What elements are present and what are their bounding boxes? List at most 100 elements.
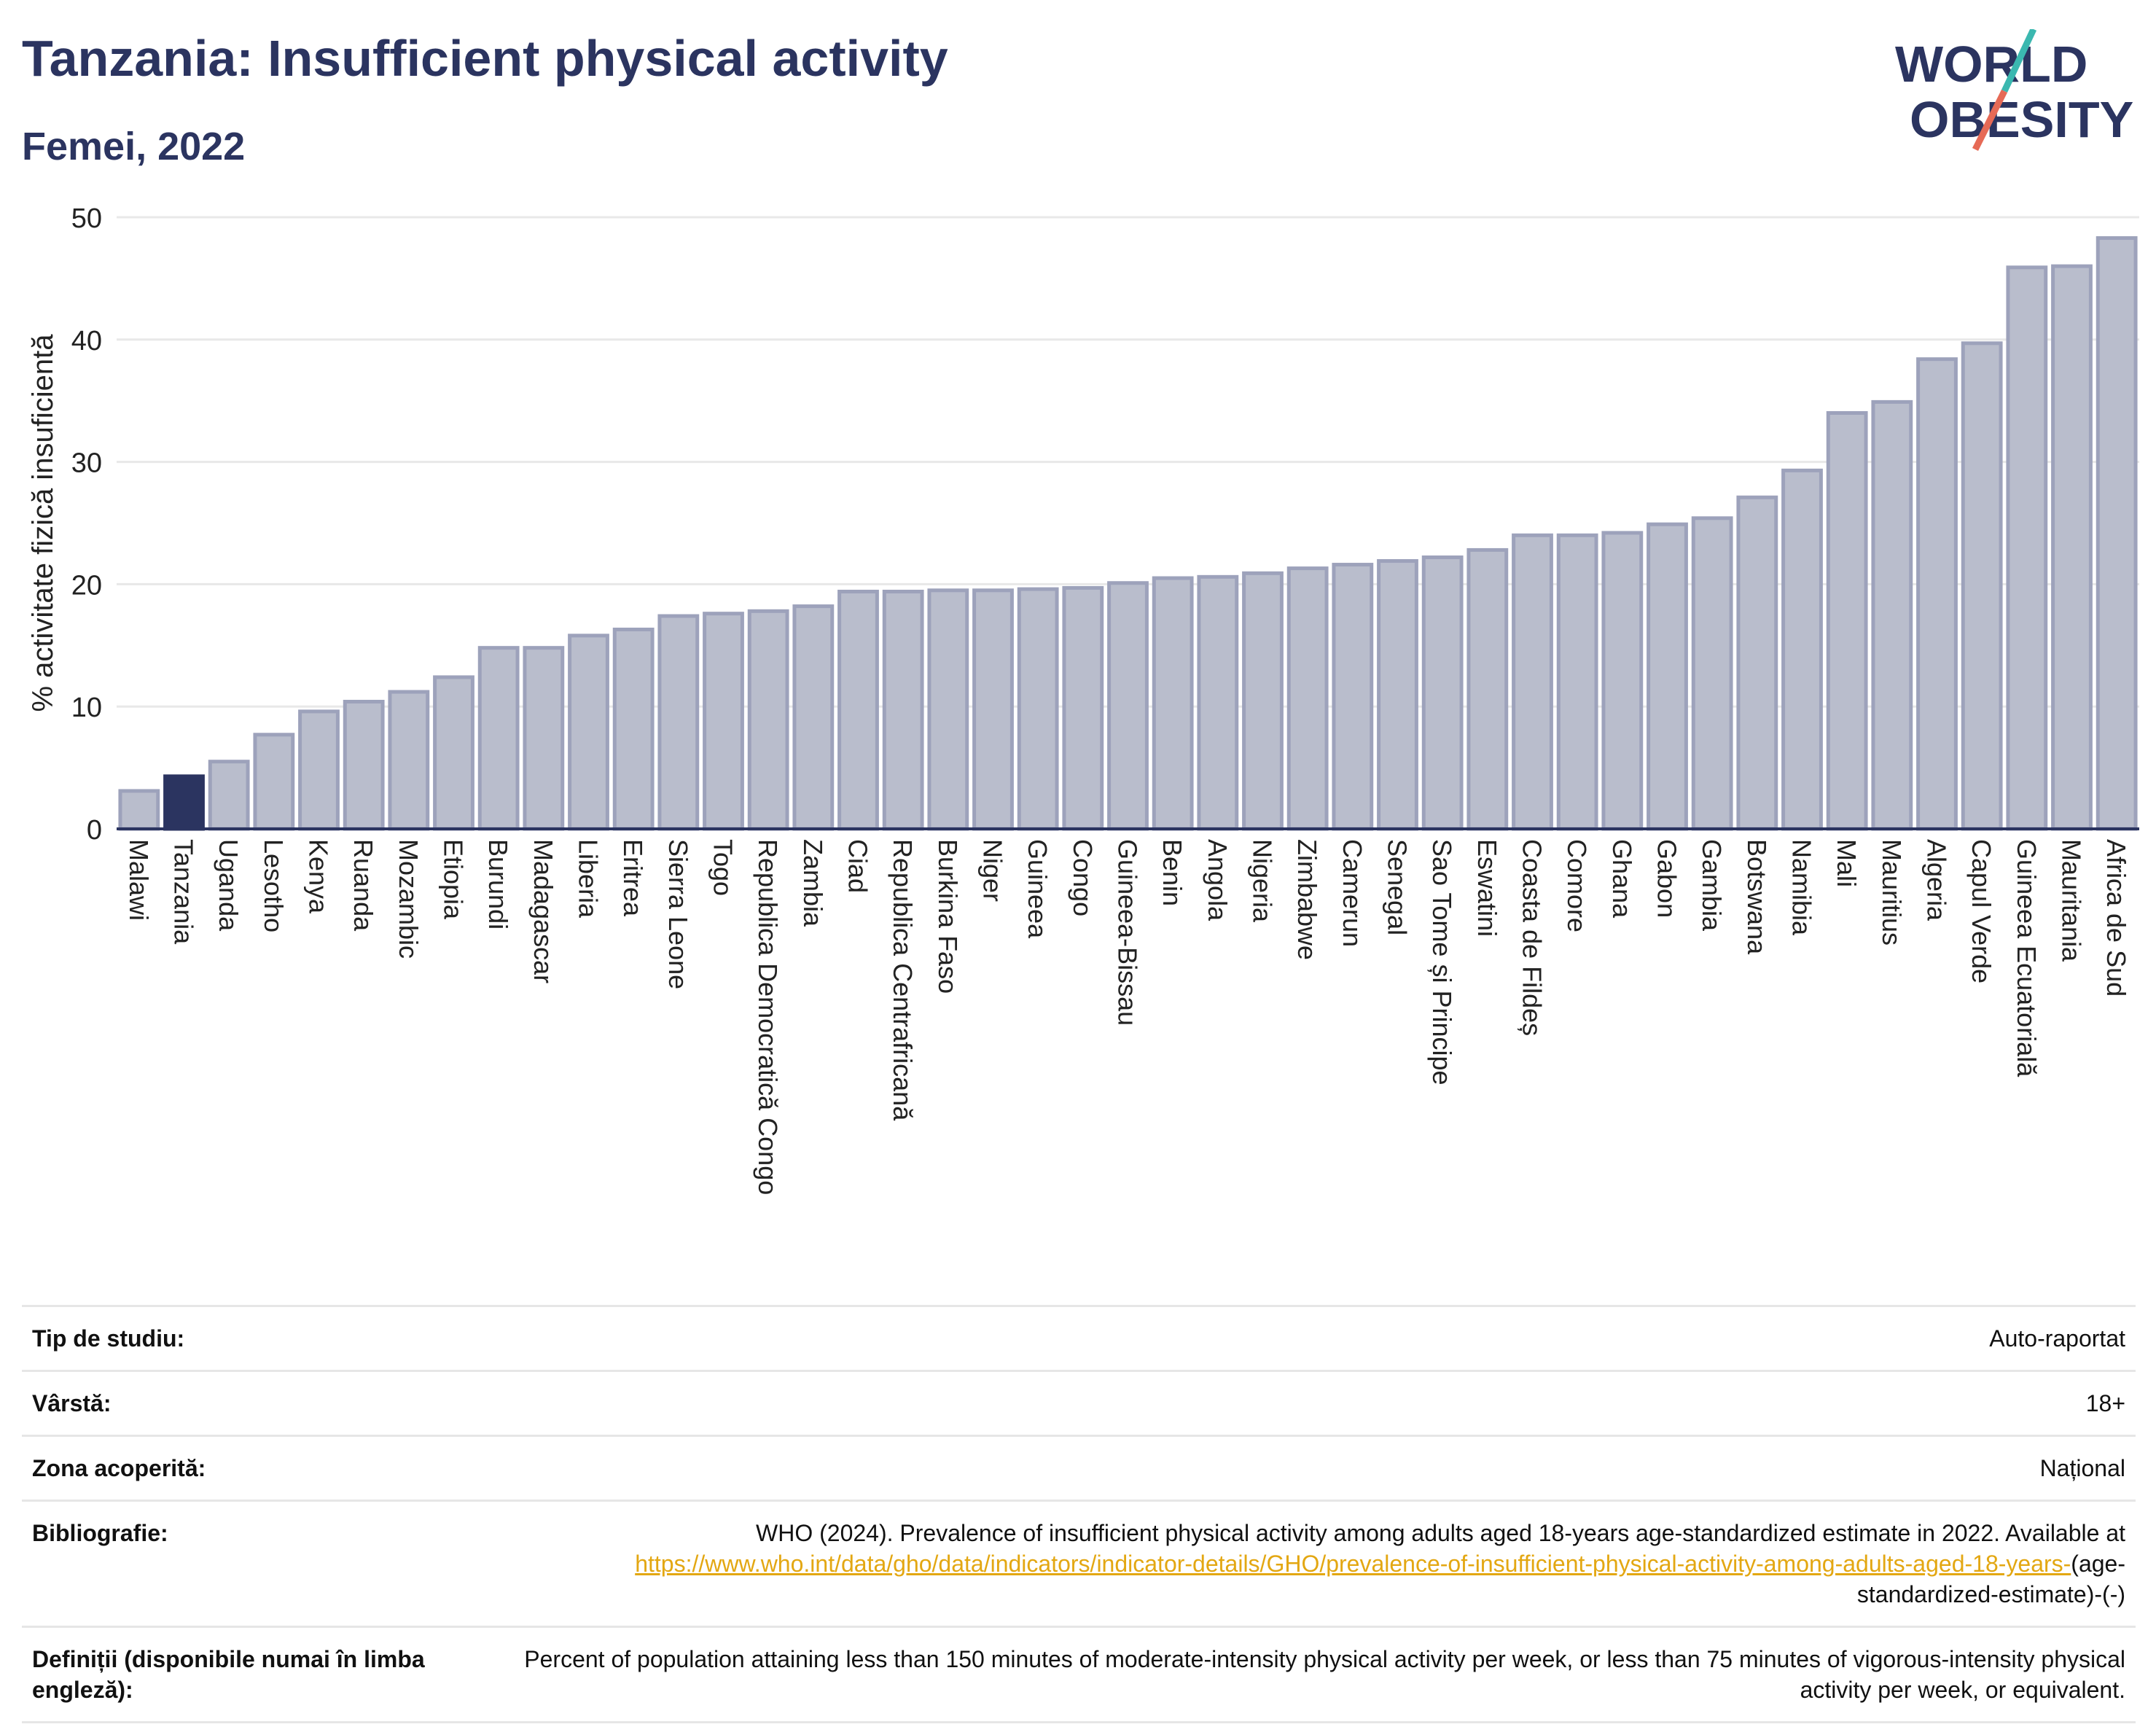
x-tick-label: Sierra Leone [663, 839, 693, 989]
x-tick-label: Ciad [843, 839, 873, 893]
bars [118, 236, 2138, 831]
x-tick-label: Malawi [124, 839, 154, 921]
x-tick-label: Republica Democratică Congo [753, 839, 783, 1195]
x-tick-label: Lesotho [259, 839, 289, 932]
x-tick-label: Republica Centrafricană [888, 839, 918, 1121]
bar-sao-tome-și-principe [1421, 555, 1464, 831]
bar-niger [972, 588, 1014, 831]
info-value: Auto-raportat [1989, 1325, 2125, 1352]
y-tick-label: 50 [71, 203, 102, 234]
x-tick-label: Guineea [1023, 839, 1052, 939]
x-tick-label: Capul Verde [1966, 839, 1996, 983]
y-tick-label: 20 [71, 570, 102, 601]
x-tick-label: Tanzania [169, 839, 199, 945]
y-axis-ticks: 0 10 20 30 40 50 [71, 203, 102, 846]
x-tick-label: Mali [1832, 839, 1862, 887]
x-tick-label: Madagascar [528, 839, 558, 983]
info-label: Vârstă: [32, 1390, 112, 1416]
bar-uganda [208, 760, 250, 831]
bar-zimbabwe [1286, 566, 1329, 831]
x-tick-label: Botswana [1742, 839, 1772, 955]
x-tick-label: Zambia [798, 839, 828, 927]
x-tick-label: Mauritania [2057, 839, 2087, 962]
x-tick-label: Uganda [214, 839, 243, 932]
bar-angola [1197, 574, 1239, 831]
info-row-coverage: Zona acoperită: Național [22, 1435, 2136, 1501]
x-tick-label: Coasta de Fildeș [1518, 839, 1547, 1036]
x-tick-label: Ruanda [348, 839, 378, 932]
x-tick-label: Sao Tome și Principe [1427, 839, 1457, 1085]
info-value: WHO (2024). Prevalence of insufficient p… [509, 1501, 2136, 1627]
bar-guineea-bissau [1107, 581, 1149, 831]
bar-guineea [1017, 587, 1059, 831]
x-tick-label: Gabon [1652, 839, 1682, 918]
info-row-study-type: Tip de studiu: Auto-raportat [22, 1306, 2136, 1371]
info-table: Tip de studiu: Auto-raportat Vârstă: 18+… [22, 1305, 2136, 1723]
logo-slash-bottom [1972, 89, 2008, 152]
info-value: 18+ [2085, 1390, 2125, 1416]
bar-republica-democratică-congo [747, 609, 789, 831]
x-tick-label: Liberia [574, 839, 604, 919]
bar-eritrea [612, 627, 655, 831]
logo-slash-top [2001, 29, 2037, 93]
bar-kenya [298, 709, 340, 831]
x-tick-label: Eritrea [618, 839, 648, 917]
x-tick-label: Comore [1562, 839, 1592, 932]
x-tick-label: Etiopia [439, 839, 469, 920]
info-label: Zona acoperită: [32, 1455, 206, 1481]
x-tick-label: Benin [1157, 839, 1187, 906]
bar-etiopia [433, 675, 474, 831]
bar-republica-centrafricană [882, 589, 924, 831]
bar-liberia [568, 633, 609, 831]
bar-senegal [1377, 559, 1418, 831]
page-title: Tanzania: Insufficient physical activity [22, 30, 948, 87]
bar-coasta-de-fildeș [1512, 533, 1553, 831]
x-axis-labels: Malawi Tanzania Uganda Lesotho Kenya Ruanda Mo… [124, 839, 2131, 1195]
bar-mauritania [2051, 264, 2093, 831]
x-tick-label: Burundi [483, 839, 513, 929]
logo-line-1: WORLD [1895, 36, 2087, 93]
bar-ruanda [343, 699, 385, 831]
bar-mali [1826, 410, 1868, 831]
bibliography-text: WHO (2024). Prevalence of insufficient p… [756, 1520, 2125, 1546]
bar-burundi [477, 646, 520, 831]
bar-eswatini [1466, 547, 1509, 831]
bar-namibia [1781, 468, 1823, 831]
x-tick-label: Angola [1203, 839, 1233, 921]
x-tick-label: Africa de Sud [2101, 839, 2131, 997]
bar-algeria [1916, 357, 1958, 831]
x-tick-label: Burkina Faso [933, 839, 963, 994]
bar-mozambic [388, 690, 430, 831]
x-tick-label: Congo [1068, 839, 1098, 916]
y-tick-label: 10 [71, 693, 102, 723]
bibliography-link[interactable]: https://www.who.int/data/gho/data/indica… [635, 1551, 2071, 1577]
bar-tanzania [163, 774, 205, 831]
x-tick-label: Guineea-Bissau [1113, 839, 1143, 1026]
x-tick-label: Ghana [1607, 839, 1637, 919]
bar-mauritius [1871, 399, 1913, 831]
x-tick-label: Eswatini [1472, 839, 1502, 937]
y-axis-label: % activitate fizică insuficientă [27, 334, 59, 712]
bar-nigeria [1242, 571, 1284, 831]
bar-congo [1062, 585, 1104, 831]
info-label: Bibliografie: [32, 1520, 168, 1546]
bar-botswana [1736, 495, 1778, 831]
bar-chart: 0 10 20 30 40 50 Malawi Tanzania Uganda Lesotho K… [27, 203, 2139, 1195]
page-subtitle: Femei, 2022 [22, 125, 246, 168]
bar-guineea-ecuatorială [2006, 265, 2048, 831]
x-tick-label: Kenya [304, 839, 334, 914]
bar-malawi [118, 789, 160, 831]
bar-togo [703, 612, 744, 831]
y-tick-label: 0 [87, 815, 102, 846]
x-tick-label: Gambia [1697, 839, 1727, 932]
x-tick-label: Camerun [1337, 839, 1367, 947]
info-value: Percent of population attaining less tha… [524, 1646, 2125, 1703]
bar-sierra-leone [657, 614, 700, 831]
bar-comore [1556, 533, 1598, 831]
x-tick-label: Namibia [1787, 839, 1817, 936]
bar-ciad [837, 589, 879, 831]
bar-madagascar [523, 646, 565, 831]
bar-burkina-faso [927, 588, 969, 831]
info-label: Definiții (disponibile numai în limba en… [32, 1646, 425, 1703]
x-tick-label: Mauritius [1877, 839, 1907, 946]
